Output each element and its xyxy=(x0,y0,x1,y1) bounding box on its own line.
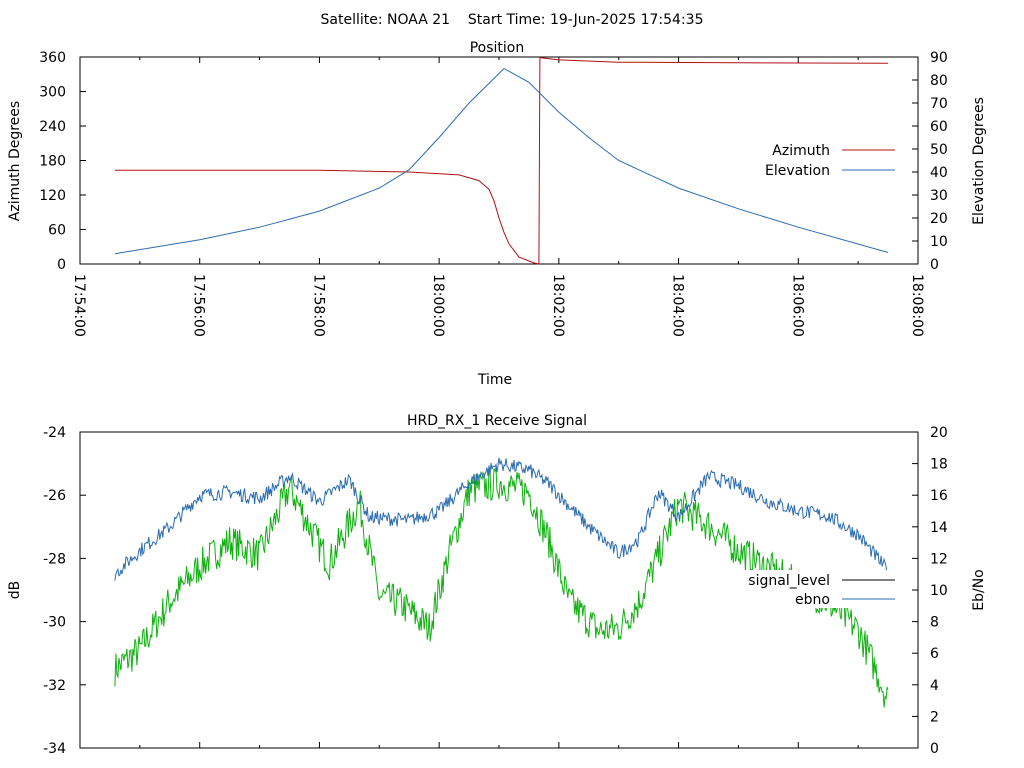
position-x-label: Time xyxy=(477,372,512,388)
signal-y2-tick-label: 18 xyxy=(930,457,948,473)
signal-title: HRD_RX_1 Receive Signal xyxy=(407,413,587,429)
signal-y-tick-label: -32 xyxy=(43,678,66,694)
signal-y-tick-label: -24 xyxy=(43,425,66,441)
position-y2-tick-label: 90 xyxy=(930,50,948,66)
position-x-tick-label: 18:08:00 xyxy=(909,274,925,337)
signal-y-tick-label: -28 xyxy=(43,551,66,567)
signal-ticks: -34 -32 -30 -28 -26 -24 0 2 4 6 8 10 12 14 16 18 20 xyxy=(43,425,948,757)
position-y-tick-label: 180 xyxy=(39,154,66,170)
green-trace-line xyxy=(114,467,889,708)
position-x-tick-label: 18:06:00 xyxy=(789,274,805,337)
position-y-tick-label: 60 xyxy=(48,223,66,239)
elevation-line xyxy=(114,67,889,255)
position-y2-tick-label: 30 xyxy=(930,188,948,204)
position-ticks: 17:54:00 17:56:00 17:58:00 18:00:00 18:02:00… xyxy=(39,50,948,337)
signal-y2-tick-label: 16 xyxy=(930,488,948,504)
position-y2-tick-label: 0 xyxy=(930,257,939,273)
position-x-tick-label: 18:04:00 xyxy=(670,274,686,337)
signal-y-label: dB xyxy=(7,581,23,600)
azimuth-line xyxy=(114,57,889,265)
position-y2-tick-label: 10 xyxy=(930,234,948,250)
position-y-tick-label: 120 xyxy=(39,188,66,204)
position-x-tick-label: 18:00:00 xyxy=(430,274,446,337)
position-x-tick-label: 18:02:00 xyxy=(550,274,566,337)
signal-y2-tick-label: 10 xyxy=(930,583,948,599)
signal-y-tick-label: -30 xyxy=(43,615,66,631)
ebno-line xyxy=(114,457,889,581)
position-title: Position xyxy=(470,40,525,56)
signal-y-tick-label: -34 xyxy=(43,741,66,757)
position-x-tick-label: 17:58:00 xyxy=(310,274,326,337)
position-y-tick-label: 360 xyxy=(39,50,66,66)
position-y2-tick-label: 80 xyxy=(930,73,948,89)
signal-y2-tick-label: 4 xyxy=(930,678,939,694)
position-y-tick-label: 0 xyxy=(57,257,66,273)
position-y2-tick-label: 70 xyxy=(930,96,948,112)
legend-azimuth-label: Azimuth xyxy=(772,143,830,159)
position-legend: Azimuth Elevation xyxy=(765,143,895,179)
signal-y2-tick-label: 0 xyxy=(930,741,939,757)
position-y2-tick-label: 50 xyxy=(930,142,948,158)
position-series xyxy=(114,57,889,265)
position-x-tick-label: 17:56:00 xyxy=(191,274,207,337)
position-y2-tick-label: 60 xyxy=(930,119,948,135)
legend-elevation-label: Elevation xyxy=(765,163,830,179)
signal-y2-tick-label: 6 xyxy=(930,646,939,662)
legend-ebno-label: ebno xyxy=(795,592,830,608)
signal-y2-tick-label: 14 xyxy=(930,520,948,536)
signal-series xyxy=(114,457,889,708)
signal-y2-tick-label: 8 xyxy=(930,615,939,631)
signal-legend: signal_level ebno xyxy=(736,570,898,608)
position-y2-tick-label: 20 xyxy=(930,211,948,227)
signal-y2-label: Eb/No xyxy=(971,569,987,611)
position-y2-tick-label: 40 xyxy=(930,165,948,181)
signal-y2-tick-label: 2 xyxy=(930,709,939,725)
position-x-tick-label: 17:54:00 xyxy=(71,274,87,337)
position-y-tick-label: 300 xyxy=(39,85,66,101)
signal-y2-tick-label: 20 xyxy=(930,425,948,441)
figure-title: Satellite: NOAA 21 Start Time: 19-Jun-20… xyxy=(321,12,704,28)
signal-y2-tick-label: 12 xyxy=(930,551,948,567)
position-y2-label: Elevation Degrees xyxy=(971,97,987,225)
position-y-label: Azimuth Degrees xyxy=(7,101,23,221)
legend-signal-level-label: signal_level xyxy=(748,573,830,589)
position-y-tick-label: 240 xyxy=(39,119,66,135)
legend-background xyxy=(736,570,898,608)
signal-y-tick-label: -26 xyxy=(43,488,66,504)
position-plot-frame xyxy=(79,56,919,265)
